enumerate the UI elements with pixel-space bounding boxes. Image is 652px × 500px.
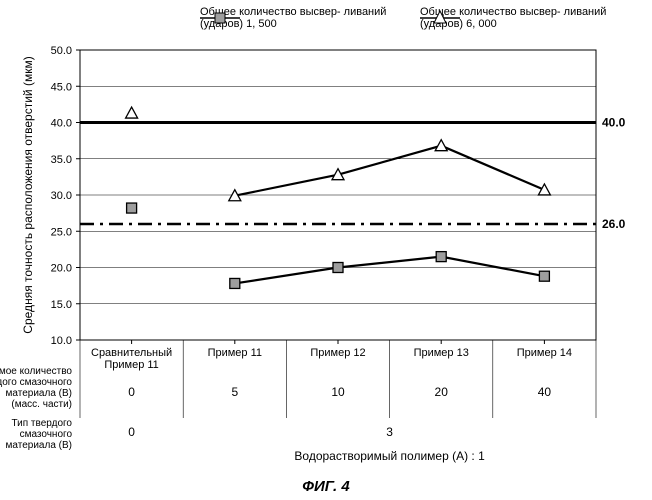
svg-text:Водорастворимый полимер (A) :: Водорастворимый полимер (A) : 1 [294,449,485,463]
svg-text:материала (B): материала (B) [6,388,72,399]
svg-text:40.0: 40.0 [602,116,626,130]
svg-text:3: 3 [386,425,393,439]
svg-text:Добавляемое количество: Добавляемое количество [0,365,72,377]
svg-text:10.0: 10.0 [51,335,72,347]
svg-text:20.0: 20.0 [51,263,72,275]
svg-text:Пример 14: Пример 14 [517,347,572,359]
svg-text:Пример 11: Пример 11 [208,347,262,359]
svg-text:25.0: 25.0 [51,226,72,238]
svg-text:50.0: 50.0 [51,45,72,57]
svg-text:смазочного: смазочного [20,429,73,440]
svg-text:0: 0 [128,385,135,399]
figure-container: 10.0 15.0 20.0 25.0 30.0 35.0 40.0 45.0 50.0 Сред… [0,0,652,500]
svg-text:45.0: 45.0 [51,81,72,93]
svg-text:40.0: 40.0 [51,118,72,130]
svg-text:20: 20 [435,385,449,399]
svg-text:40: 40 [538,385,552,399]
svg-text:Сравнительный: Сравнительный [91,347,172,359]
svg-text:материала (B): материала (B) [6,440,72,451]
svg-text:0: 0 [128,425,135,439]
svg-text:30.0: 30.0 [51,190,72,202]
figure-caption: ФИГ. 4 [0,478,652,495]
svg-text:Тип твердого: Тип твердого [11,418,72,429]
svg-text:Пример 13: Пример 13 [414,347,469,359]
svg-text:твердого смазочного: твердого смазочного [0,377,72,388]
svg-text:10: 10 [331,385,345,399]
svg-text:15.0: 15.0 [51,299,72,311]
svg-text:35.0: 35.0 [51,154,72,166]
svg-text:Пример 11: Пример 11 [104,359,158,371]
svg-text:(масс. части): (масс. части) [11,399,72,410]
svg-text:Средняя точность расположения: Средняя точность расположения отверстий … [21,56,35,333]
legend-series-6000: Общее количество высвер- ливаний (ударов… [420,6,630,30]
svg-text:Пример 12: Пример 12 [310,347,365,359]
svg-text:26.0: 26.0 [602,217,626,231]
svg-text:5: 5 [231,385,238,399]
chart-svg: 10.0 15.0 20.0 25.0 30.0 35.0 40.0 45.0 50.0 Сред… [0,0,652,500]
legend-series-1500: Общее количество высвер- ливаний (ударов… [200,6,400,30]
